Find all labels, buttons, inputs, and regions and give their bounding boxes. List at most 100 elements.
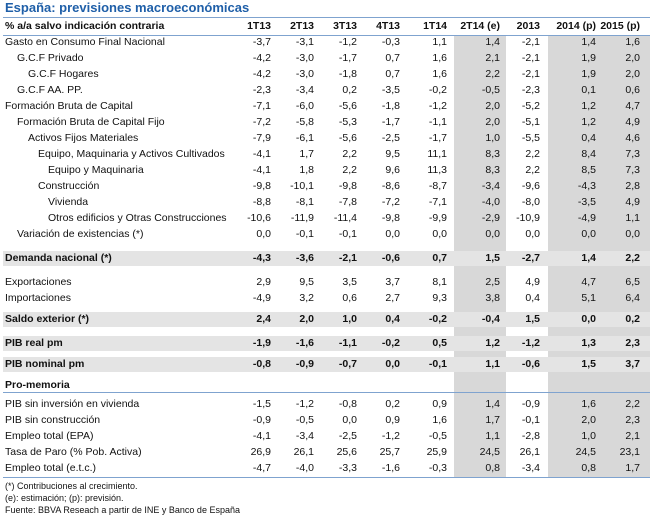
cell-value: -0,3 (428, 462, 447, 474)
table-row: Equipo, Maquinaria y Activos Cultivados -… (3, 147, 650, 162)
cell-value: 0,4 (385, 313, 400, 325)
cell-value: 4,6 (625, 132, 640, 144)
cell-value: 9,5 (385, 148, 400, 160)
cell-value: -3,5 (381, 84, 400, 96)
column-header: 2T14 (e) (460, 20, 500, 32)
cell-value: -3,5 (577, 196, 596, 208)
row-label: PIB sin construcción (5, 414, 101, 426)
table-row: Otros edificios y Otras Construcciones -1… (3, 211, 650, 226)
row-label: Equipo, Maquinaria y Activos Cultivados (38, 148, 225, 160)
cell-value: 6,5 (625, 276, 640, 288)
cell-value: -9,8 (338, 180, 357, 192)
cell-value: -7,9 (252, 132, 271, 144)
cell-value: -3,0 (295, 68, 314, 80)
cell-value: 2,2 (525, 164, 540, 176)
cell-value: -4,1 (252, 164, 271, 176)
cell-value: 1,0 (581, 430, 596, 442)
cell-value: 3,7 (385, 276, 400, 288)
cell-value: -3,4 (295, 84, 314, 96)
cell-value: -7,1 (252, 100, 271, 112)
cell-value: 2,2 (485, 68, 500, 80)
cell-value: -1,8 (381, 100, 400, 112)
cell-value: -8,1 (295, 196, 314, 208)
cell-value: 1,6 (432, 414, 447, 426)
cell-value: 1,6 (625, 36, 640, 48)
cell-value: 3,2 (299, 292, 314, 304)
cell-value: 7,3 (625, 164, 640, 176)
total-row: PIB real pm -1,9 -1,6 -1,1 -0,2 0,5 1,2 -1,2 1,3… (3, 336, 650, 351)
cell-value: -5,2 (521, 100, 540, 112)
cell-value: 8,3 (485, 164, 500, 176)
cell-value: 0,2 (385, 398, 400, 410)
cell-value: -4,0 (481, 196, 500, 208)
cell-value: -0,2 (428, 84, 447, 96)
cell-value: 25,9 (426, 446, 447, 458)
cell-value: 1,1 (485, 430, 500, 442)
cell-value: 26,1 (293, 446, 314, 458)
cell-value: -4,1 (252, 430, 271, 442)
cell-value: -4,9 (252, 292, 271, 304)
cell-value: -4,0 (295, 462, 314, 474)
cell-value: 0,0 (256, 228, 271, 240)
cell-value: 9,6 (385, 164, 400, 176)
cell-value: -7,1 (428, 196, 447, 208)
cell-value: -0,5 (428, 430, 447, 442)
row-label: G.C.F Privado (17, 52, 84, 64)
cell-value: -4,2 (252, 68, 271, 80)
cell-value: -1,2 (521, 337, 540, 349)
cell-value: -1,6 (295, 337, 314, 349)
cell-value: -0,8 (252, 358, 271, 370)
table-row: Equipo y Maquinaria -4,1 1,8 2,2 9,6 11,3 8,3 2… (3, 163, 650, 178)
cell-value: -0,1 (521, 414, 540, 426)
cell-value: 24,5 (575, 446, 596, 458)
table-row: Variación de existencias (*) 0,0 -0,1 -0,1 0… (3, 227, 650, 242)
cell-value: 1,6 (432, 52, 447, 64)
row-label: Exportaciones (5, 276, 72, 288)
row-label: Formación Bruta de Capital (5, 100, 133, 112)
cell-value: 0,0 (385, 358, 400, 370)
cell-value: 1,9 (581, 52, 596, 64)
cell-value: 1,1 (432, 36, 447, 48)
row-label: Variación de existencias (*) (17, 228, 144, 240)
row-label: Empleo total (EPA) (5, 430, 94, 442)
table-row: Empleo total (EPA) -4,1 -3,4 -2,5 -1,2 -0,5 1,… (3, 429, 650, 444)
cell-value: 2,0 (485, 100, 500, 112)
table-row: G.C.F AA. PP. -2,3 -3,4 0,2 -3,5 -0,2 -0,5 -2,3… (3, 83, 650, 98)
bottom-rule (3, 477, 650, 478)
table-row: Formación Bruta de Capital Fijo -7,2 -5,8 -… (3, 115, 650, 130)
cell-value: 2,3 (625, 337, 640, 349)
cell-value: 0,9 (385, 414, 400, 426)
table-row: Construcción -9,8 -10,1 -9,8 -8,6 -8,7 -3,4 -9,… (3, 179, 650, 194)
table-row: Gasto en Consumo Final Nacional -3,7 -3,1 -… (3, 35, 650, 50)
cell-value: 2,2 (342, 148, 357, 160)
cell-value: -2,5 (338, 430, 357, 442)
row-label: PIB real pm (5, 337, 63, 349)
cell-value: 0,9 (432, 398, 447, 410)
row-label: Construcción (38, 180, 100, 192)
cell-value: 2,8 (625, 180, 640, 192)
cell-value: 1,4 (485, 36, 500, 48)
table-row: PIB sin inversión en vivienda -1,5 -1,2 -0,… (3, 397, 650, 412)
cell-value: -1,6 (381, 462, 400, 474)
cell-value: -0,9 (295, 358, 314, 370)
row-label: Activos Fijos Materiales (28, 132, 139, 144)
cell-value: -2,1 (521, 68, 540, 80)
cell-value: -2,5 (381, 132, 400, 144)
row-label: G.C.F AA. PP. (17, 84, 83, 96)
row-label: Saldo exterior (*) (5, 313, 90, 325)
cell-value: 0,2 (342, 84, 357, 96)
cell-value: -5,8 (295, 116, 314, 128)
cell-value: -0,9 (252, 414, 271, 426)
cell-value: 3,5 (342, 276, 357, 288)
cell-value: -2,8 (521, 430, 540, 442)
header-row: % a/a salvo indicación contraria 1T13 2T1… (3, 19, 650, 34)
table-row: PIB sin construcción -0,9 -0,5 0,0 0,9 1,6 1,7… (3, 413, 650, 428)
cell-value: 0,6 (342, 292, 357, 304)
cell-value: 23,1 (619, 446, 640, 458)
cell-value: 11,3 (427, 164, 447, 176)
cell-value: -9,9 (428, 212, 447, 224)
table-row: Empleo total (e.t.c.) -4,7 -4,0 -3,3 -1,6 -0,… (3, 461, 650, 476)
row-label: Otros edificios y Otras Construcciones (48, 212, 227, 224)
cell-value: 2,2 (625, 252, 640, 264)
